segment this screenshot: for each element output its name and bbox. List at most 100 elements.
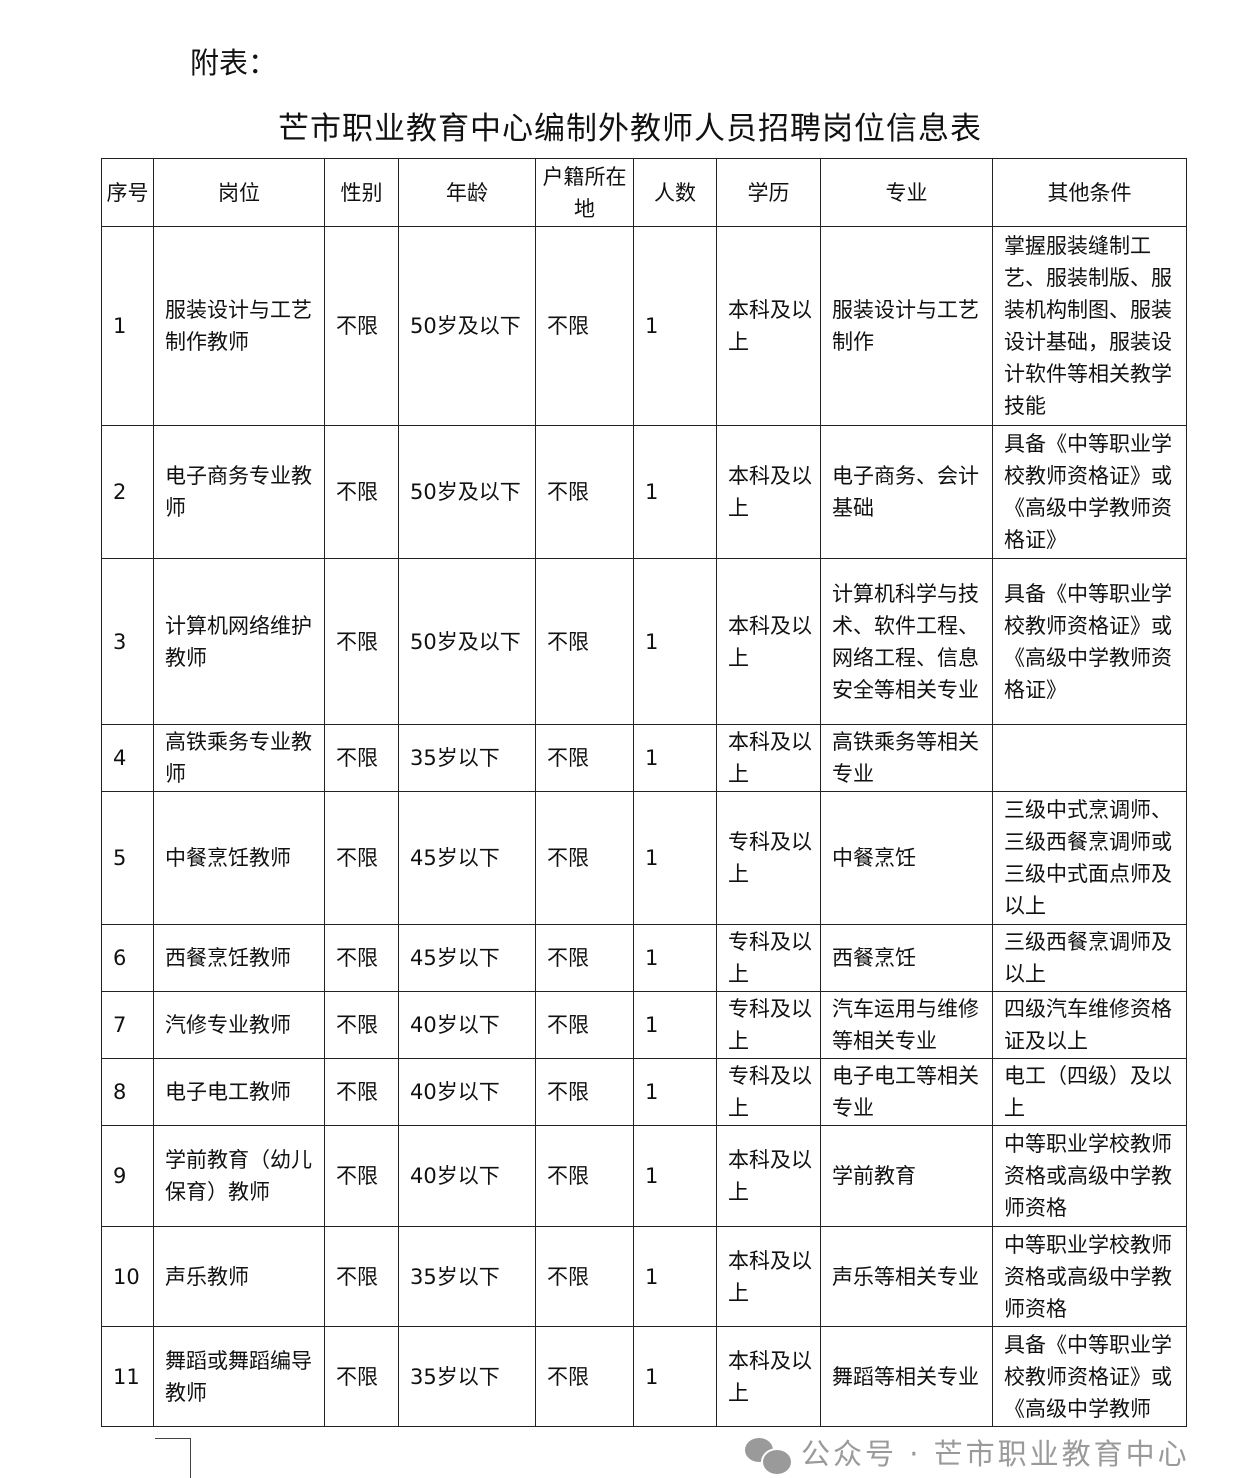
cell-age: 50岁及以下: [398, 558, 536, 725]
table-row: 3 计算机网络维护教师 不限 50岁及以下 不限 1 本科及以上 计算机科学与技术、软件工程、…: [101, 558, 1187, 725]
cell-headcount: 1: [633, 1125, 717, 1227]
cell-education: 专科及以上: [716, 791, 821, 925]
table-row: 4 高铁乘务专业教师 不限 35岁以下 不限 1 本科及以上 高铁乘务等相关专业: [101, 724, 1187, 792]
cell-position: 电子商务专业教师: [153, 425, 325, 559]
cell-position: 舞蹈或舞蹈编导教师: [153, 1326, 325, 1427]
cell-other-requirements: 具备《中等职业学校教师资格证》或《高级中学教师: [992, 1326, 1187, 1427]
cell-age: 45岁以下: [398, 924, 536, 992]
cell-gender: 不限: [324, 1226, 399, 1327]
cell-household-registration: 不限: [535, 791, 634, 925]
cell-headcount: 1: [633, 1326, 717, 1427]
table-row: 1 服装设计与工艺制作教师 不限 50岁及以下 不限 1 本科及以上 服装设计与工艺制作 掌握服…: [101, 226, 1187, 426]
cell-household-registration: 不限: [535, 1226, 634, 1327]
cell-gender: 不限: [324, 791, 399, 925]
crop-mark: [190, 1438, 191, 1478]
header-household-registration: 户籍所在地: [535, 158, 634, 227]
cell-index: 1: [101, 226, 154, 426]
table-row: 6 西餐烹饪教师 不限 45岁以下 不限 1 专科及以上 西餐烹饪 三级西餐烹调师及以上: [101, 924, 1187, 992]
watermark: 公众号 · 芒市职业教育中心: [745, 1436, 1190, 1476]
cell-headcount: 1: [633, 724, 717, 792]
cell-other-requirements: 中等职业学校教师资格或高级中学教师资格: [992, 1125, 1187, 1227]
cell-gender: 不限: [324, 924, 399, 992]
cell-major: 服装设计与工艺制作: [820, 226, 993, 426]
cell-gender: 不限: [324, 1326, 399, 1427]
cell-headcount: 1: [633, 558, 717, 725]
cell-education: 本科及以上: [716, 558, 821, 725]
cell-education: 本科及以上: [716, 425, 821, 559]
cell-age: 40岁以下: [398, 1058, 536, 1126]
cell-household-registration: 不限: [535, 226, 634, 426]
cell-headcount: 1: [633, 991, 717, 1059]
cell-other-requirements: 具备《中等职业学校教师资格证》或《高级中学教师资格证》: [992, 558, 1187, 725]
recruitment-table: 序号 岗位 性别 年龄 户籍所在地 人数 学历 专业 其他条件 1 服装设计与工艺制作教师 不限 50…: [101, 158, 1187, 1427]
header-age: 年龄: [398, 158, 536, 227]
header-major: 专业: [820, 158, 993, 227]
cell-major: 声乐等相关专业: [820, 1226, 993, 1327]
cell-major: 电子电工等相关专业: [820, 1058, 993, 1126]
cell-age: 35岁以下: [398, 1226, 536, 1327]
cell-other-requirements: 掌握服装缝制工艺、服装制版、服装机构制图、服装设计基础，服装设计软件等相关教学技…: [992, 226, 1187, 426]
cell-other-requirements: 三级中式烹调师、三级西餐烹调师或三级中式面点师及以上: [992, 791, 1187, 925]
cell-position: 服装设计与工艺制作教师: [153, 226, 325, 426]
cell-age: 45岁以下: [398, 791, 536, 925]
cell-major: 舞蹈等相关专业: [820, 1326, 993, 1427]
cell-gender: 不限: [324, 991, 399, 1059]
table-row: 2 电子商务专业教师 不限 50岁及以下 不限 1 本科及以上 电子商务、会计基础 具备《中等职…: [101, 425, 1187, 559]
cell-education: 本科及以上: [716, 1326, 821, 1427]
header-headcount: 人数: [633, 158, 717, 227]
header-index: 序号: [101, 158, 154, 227]
cell-major: 西餐烹饪: [820, 924, 993, 992]
cell-position: 声乐教师: [153, 1226, 325, 1327]
cell-gender: 不限: [324, 724, 399, 792]
cell-age: 35岁以下: [398, 1326, 536, 1427]
cell-age: 50岁及以下: [398, 226, 536, 426]
cell-age: 35岁以下: [398, 724, 536, 792]
cell-education: 本科及以上: [716, 1226, 821, 1327]
cell-headcount: 1: [633, 226, 717, 426]
cell-education: 本科及以上: [716, 1125, 821, 1227]
cell-headcount: 1: [633, 425, 717, 559]
cell-index: 2: [101, 425, 154, 559]
cell-position: 高铁乘务专业教师: [153, 724, 325, 792]
cell-index: 7: [101, 991, 154, 1059]
cell-gender: 不限: [324, 226, 399, 426]
header-education: 学历: [716, 158, 821, 227]
cell-household-registration: 不限: [535, 425, 634, 559]
cell-household-registration: 不限: [535, 1125, 634, 1227]
cell-gender: 不限: [324, 1058, 399, 1126]
cell-household-registration: 不限: [535, 724, 634, 792]
cell-position: 汽修专业教师: [153, 991, 325, 1059]
table-row: 8 电子电工教师 不限 40岁以下 不限 1 专科及以上 电子电工等相关专业 电工（四级）及以上: [101, 1058, 1187, 1126]
cell-household-registration: 不限: [535, 1058, 634, 1126]
table-header-row: 序号 岗位 性别 年龄 户籍所在地 人数 学历 专业 其他条件: [101, 158, 1187, 227]
cell-position: 学前教育（幼儿保育）教师: [153, 1125, 325, 1227]
crop-mark: [155, 1438, 190, 1439]
table-row: 5 中餐烹饪教师 不限 45岁以下 不限 1 专科及以上 中餐烹饪 三级中式烹调师、三级西餐烹调…: [101, 791, 1187, 925]
cell-headcount: 1: [633, 1226, 717, 1327]
cell-other-requirements: 三级西餐烹调师及以上: [992, 924, 1187, 992]
cell-other-requirements: 具备《中等职业学校教师资格证》或《高级中学教师资格证》: [992, 425, 1187, 559]
cell-other-requirements: 电工（四级）及以上: [992, 1058, 1187, 1126]
cell-age: 40岁以下: [398, 991, 536, 1059]
cell-position: 西餐烹饪教师: [153, 924, 325, 992]
cell-household-registration: 不限: [535, 991, 634, 1059]
cell-gender: 不限: [324, 1125, 399, 1227]
cell-education: 专科及以上: [716, 1058, 821, 1126]
cell-major: 中餐烹饪: [820, 791, 993, 925]
cell-major: 学前教育: [820, 1125, 993, 1227]
attachment-label: 附表：: [190, 46, 278, 80]
cell-household-registration: 不限: [535, 1326, 634, 1427]
cell-index: 9: [101, 1125, 154, 1227]
watermark-text: 公众号 · 芒市职业教育中心: [801, 1437, 1190, 1471]
cell-gender: 不限: [324, 558, 399, 725]
table-row: 11 舞蹈或舞蹈编导教师 不限 35岁以下 不限 1 本科及以上 舞蹈等相关专业 具备《中等职业…: [101, 1326, 1187, 1427]
cell-index: 8: [101, 1058, 154, 1126]
table-row: 7 汽修专业教师 不限 40岁以下 不限 1 专科及以上 汽车运用与维修等相关专业 四级汽车维修…: [101, 991, 1187, 1059]
cell-headcount: 1: [633, 1058, 717, 1126]
cell-household-registration: 不限: [535, 924, 634, 992]
cell-index: 11: [101, 1326, 154, 1427]
cell-gender: 不限: [324, 425, 399, 559]
header-position: 岗位: [153, 158, 325, 227]
cell-headcount: 1: [633, 924, 717, 992]
